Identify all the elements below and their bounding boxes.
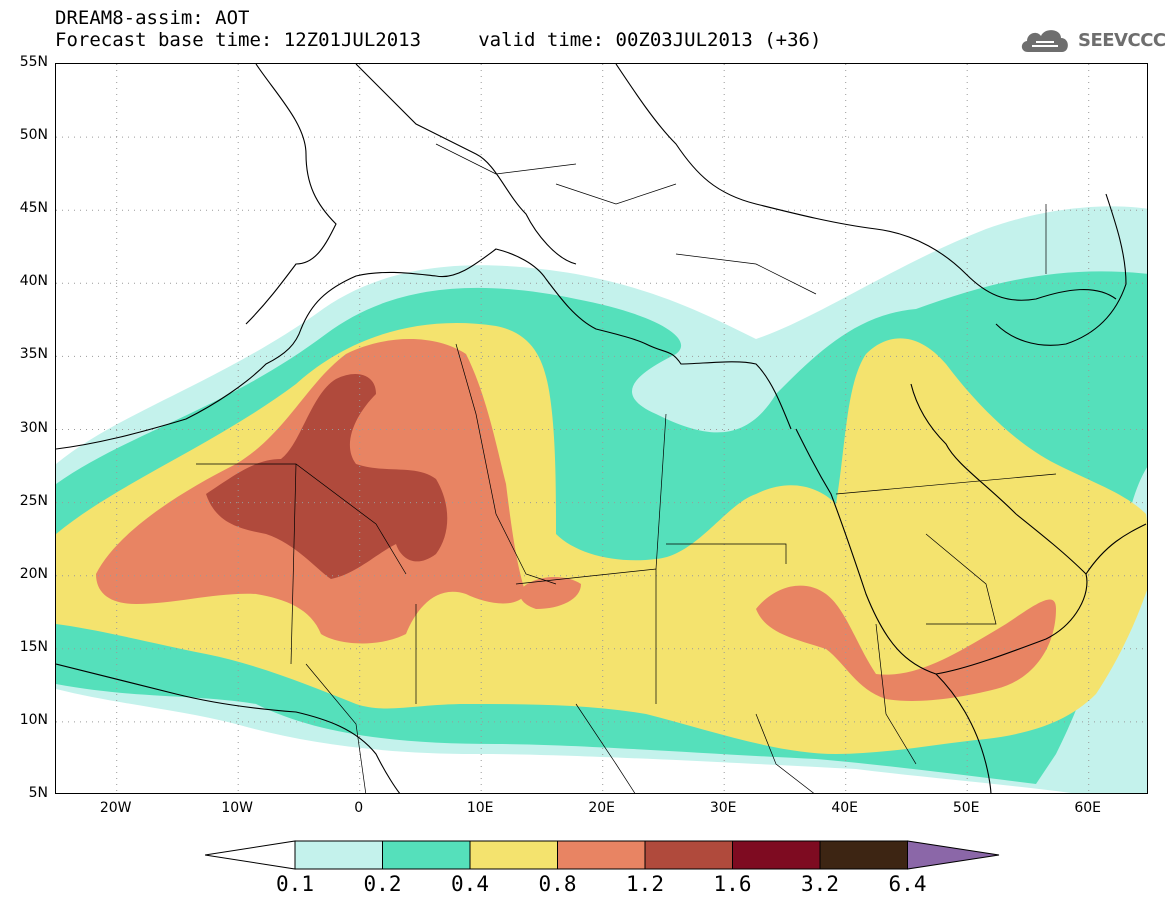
lon-label: 30E [709,800,737,816]
lat-label: 5N [28,785,48,801]
colorbar-tick-label: 3.2 [801,872,839,896]
colorbar-segment [819,840,908,870]
lon-label: 60E [1074,800,1102,816]
lon-label: 0 [354,800,364,816]
lon-label: 10E [466,800,494,816]
colorbar-segment [382,840,471,870]
colorbar-over-arrow [907,840,1000,870]
forecast-times: Forecast base time: 12Z01JUL2013 valid t… [55,29,822,51]
colorbar-tick-label: 1.6 [713,872,752,896]
aot-map [55,63,1148,794]
graticule [56,64,1147,793]
lat-label: 55N [19,54,48,70]
colorbar-segment [557,840,646,870]
lat-label: 20N [19,565,48,582]
colorbar-segment [732,840,821,870]
colorbar-graphic [204,840,1000,870]
colorbar-segment [469,840,558,870]
lat-label: 40N [19,273,48,290]
aot-band-1.2 [206,374,448,579]
coastlines [56,64,1147,793]
colorbar [204,840,1000,870]
colorbar-tick-label: 0.2 [363,872,402,896]
lat-label: 15N [19,638,48,655]
aot-field [56,206,1147,793]
lat-label: 50N [19,127,48,144]
map-title: DREAM8-assim: AOT [55,7,250,29]
lat-label: 30N [19,419,48,436]
colorbar-segment [644,840,733,870]
colorbar-tick-label: 1.2 [626,872,664,896]
lon-label: 10W [221,800,254,816]
lon-label: 50E [952,800,980,816]
borders [196,143,1057,793]
aot-band-0.8-b [519,577,581,609]
logo-text: SEEVCCC [1078,30,1165,51]
lon-label: 40E [831,800,859,816]
cloud-icon [1021,30,1068,52]
colorbar-tick-label: 0.8 [538,872,577,896]
lat-label: 10N [19,711,48,728]
lat-label: 35N [19,346,48,363]
colorbar-segment [294,840,383,870]
colorbar-tick-label: 0.4 [451,872,489,896]
map-canvas [56,64,1147,793]
colorbar-tick-label: 6.4 [888,872,927,896]
seevccc-logo: SEEVCCC [1018,24,1165,56]
lon-label: 20W [99,800,132,816]
lat-label: 25N [19,492,48,509]
colorbar-tick-label: 0.1 [276,872,314,896]
colorbar-under-arrow [204,840,296,870]
lat-label: 45N [19,200,48,217]
aot-band-0.8-c [756,585,1056,701]
lon-label: 20E [588,800,616,816]
